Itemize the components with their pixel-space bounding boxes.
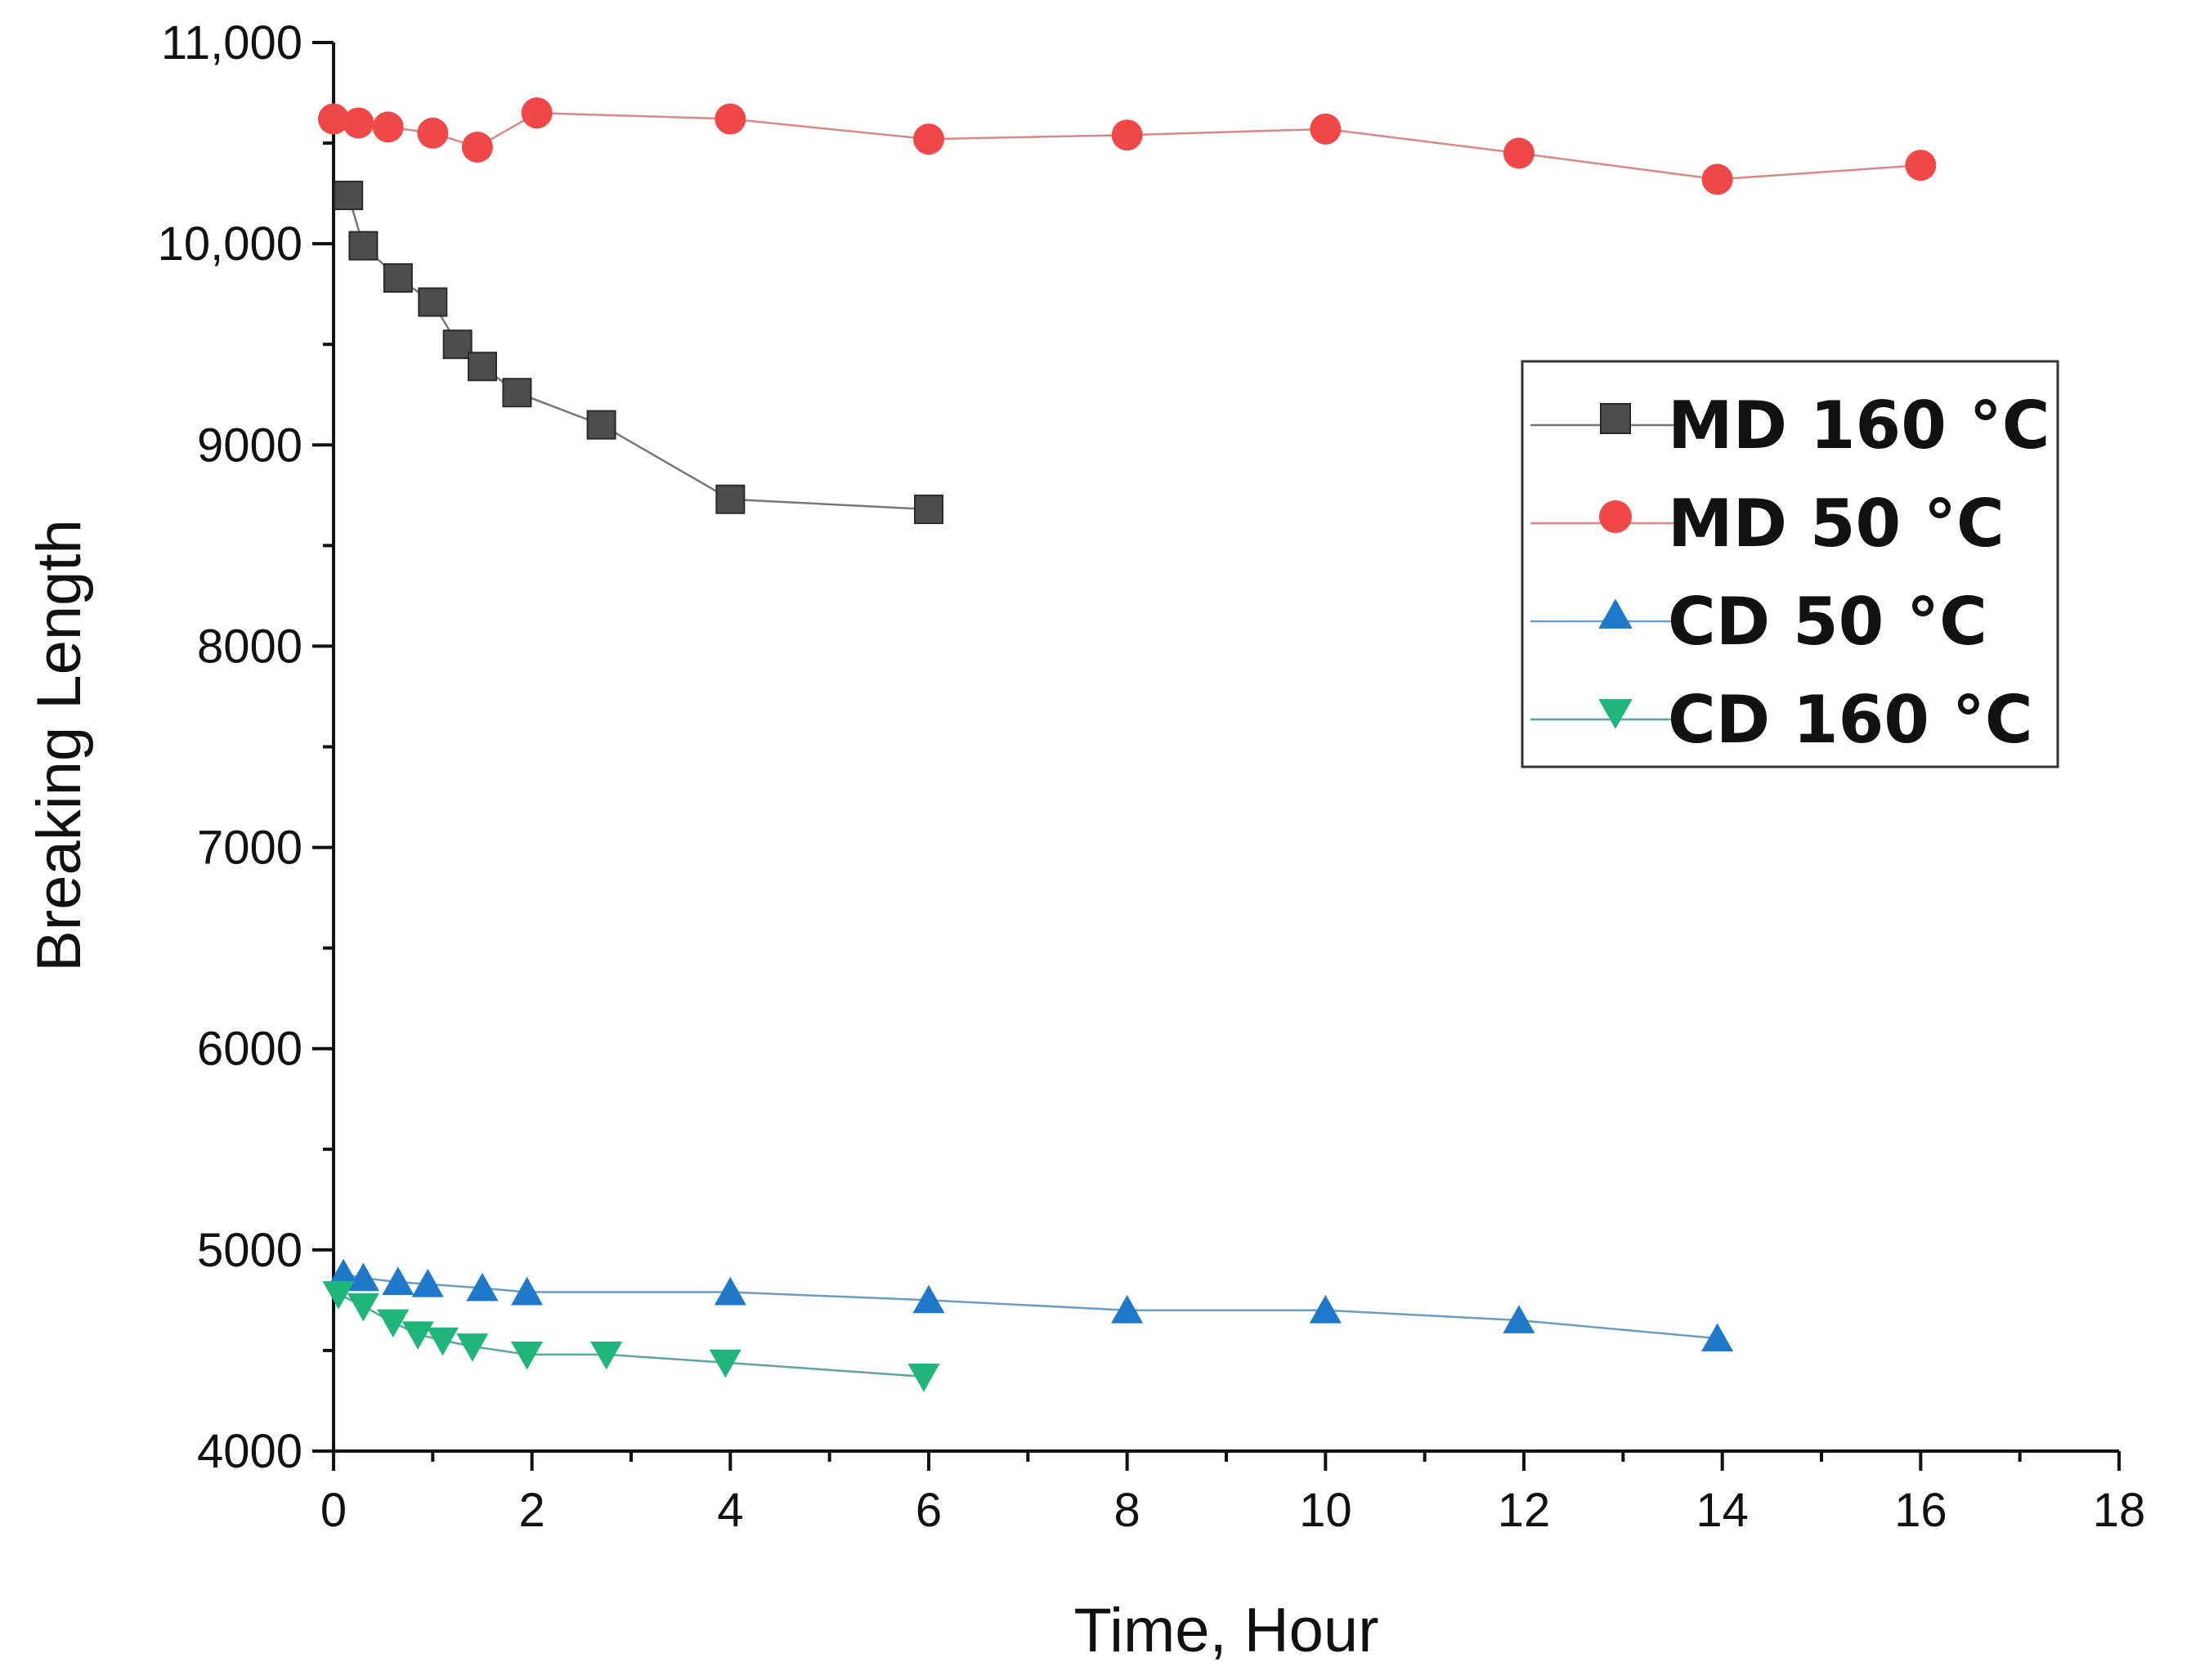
- data-point-cd-50-c: [511, 1276, 544, 1306]
- x-tick-label: 0: [320, 1484, 347, 1537]
- y-tick-label: 6000: [197, 1023, 302, 1076]
- legend-marker-md-50-c: [1599, 500, 1632, 533]
- legend-marker-cd-160-c: [1598, 699, 1633, 729]
- data-point-md-50-c: [1905, 150, 1937, 181]
- data-point-md-160-c: [586, 410, 616, 440]
- legend-label: CD 160 °C: [1668, 682, 2033, 758]
- data-point-md-160-c: [914, 495, 943, 525]
- data-point-md-160-c: [418, 287, 448, 317]
- series-line-cd-160-c: [338, 1292, 925, 1378]
- y-tick-label: 10,000: [158, 217, 302, 271]
- data-point-md-160-c: [334, 181, 364, 211]
- legend-marker-md-160-c: [1600, 403, 1631, 434]
- x-tick-label: 14: [1696, 1484, 1749, 1537]
- series-cd-50-c: [327, 1258, 1734, 1352]
- data-point-cd-50-c: [1309, 1295, 1342, 1324]
- data-point-cd-160-c: [426, 1327, 459, 1356]
- data-point-md-160-c: [715, 484, 746, 514]
- data-point-cd-160-c: [377, 1309, 410, 1338]
- data-point-md-50-c: [1701, 164, 1733, 195]
- series-md-50-c: [318, 97, 1937, 195]
- y-tick-label: 5000: [197, 1224, 302, 1277]
- data-point-md-50-c: [461, 131, 493, 163]
- data-point-md-160-c: [442, 329, 473, 360]
- x-tick-label: 4: [717, 1484, 743, 1537]
- data-point-cd-160-c: [511, 1341, 544, 1370]
- data-point-cd-160-c: [322, 1281, 355, 1310]
- data-point-cd-50-c: [411, 1269, 444, 1297]
- data-point-cd-160-c: [590, 1341, 623, 1370]
- data-point-md-160-c: [502, 378, 532, 408]
- data-point-md-50-c: [318, 103, 349, 135]
- data-point-md-50-c: [913, 123, 944, 155]
- data-point-cd-160-c: [709, 1349, 742, 1378]
- legend-label: MD 50 °C: [1668, 486, 2005, 562]
- y-tick-label: 4000: [197, 1425, 302, 1478]
- legend-item-md-50-c: MD 50 °C: [1530, 486, 2005, 562]
- y-tick-label: 9000: [197, 419, 302, 472]
- data-point-md-50-c: [343, 107, 374, 139]
- legend-marker-cd-50-c: [1598, 598, 1633, 629]
- data-point-cd-50-c: [466, 1272, 499, 1301]
- data-point-md-50-c: [417, 117, 449, 149]
- data-point-cd-50-c: [1701, 1323, 1734, 1352]
- y-tick-label: 8000: [197, 620, 302, 673]
- data-point-cd-160-c: [401, 1321, 434, 1350]
- data-point-cd-50-c: [382, 1266, 414, 1296]
- x-tick-label: 10: [1299, 1484, 1352, 1537]
- legend: MD 160 °C MD 50 °C CD 50 °C CD 160 °C: [1521, 360, 2059, 768]
- legend-item-cd-160-c: CD 160 °C: [1530, 682, 2033, 758]
- data-point-cd-160-c: [456, 1333, 489, 1362]
- data-point-md-50-c: [372, 111, 404, 143]
- data-point-md-160-c: [348, 231, 379, 261]
- series-layer: [318, 97, 1937, 1392]
- data-point-cd-50-c: [912, 1284, 945, 1314]
- data-point-cd-50-c: [1503, 1305, 1535, 1333]
- data-point-cd-50-c: [1111, 1295, 1144, 1324]
- legend-item-md-160-c: MD 160 °C: [1530, 388, 2050, 464]
- data-point-md-50-c: [715, 103, 746, 135]
- series-cd-160-c: [322, 1281, 940, 1392]
- y-tick-label: 11,000: [161, 16, 302, 69]
- y-ticks: 4000 5000 6000 7000 8000 9000 10,000 11,000: [158, 16, 334, 1478]
- data-point-md-50-c: [1310, 113, 1342, 145]
- data-point-cd-50-c: [347, 1262, 379, 1292]
- x-tick-label: 16: [1894, 1484, 1947, 1537]
- data-point-cd-50-c: [714, 1276, 746, 1306]
- data-point-cd-50-c: [327, 1258, 360, 1288]
- y-tick-label: 7000: [197, 822, 302, 875]
- y-axis-title: Breaking Length: [25, 519, 94, 972]
- x-ticks: 0 2 4 6 8 10 12 14 16 18: [320, 1451, 2145, 1537]
- series-md-160-c: [334, 181, 943, 525]
- legend-item-cd-50-c: CD 50 °C: [1530, 584, 1987, 660]
- legend-label: CD 50 °C: [1668, 584, 1987, 660]
- data-point-md-50-c: [1111, 119, 1143, 151]
- x-axis-title: Time, Hour: [1073, 1596, 1378, 1665]
- data-point-md-160-c: [383, 262, 413, 293]
- legend-items: MD 160 °C MD 50 °C CD 50 °C CD 160 °C: [1530, 388, 2050, 758]
- data-point-md-50-c: [1503, 137, 1535, 169]
- x-tick-label: 12: [1498, 1484, 1551, 1537]
- data-point-cd-160-c: [907, 1364, 940, 1392]
- x-tick-label: 8: [1114, 1484, 1140, 1537]
- x-tick-label: 18: [2093, 1484, 2146, 1537]
- data-point-cd-160-c: [347, 1292, 379, 1322]
- x-tick-label: 6: [916, 1484, 942, 1537]
- data-point-md-160-c: [468, 352, 497, 382]
- data-point-md-50-c: [521, 97, 553, 129]
- legend-label: MD 160 °C: [1668, 388, 2050, 464]
- x-tick-label: 2: [519, 1484, 545, 1537]
